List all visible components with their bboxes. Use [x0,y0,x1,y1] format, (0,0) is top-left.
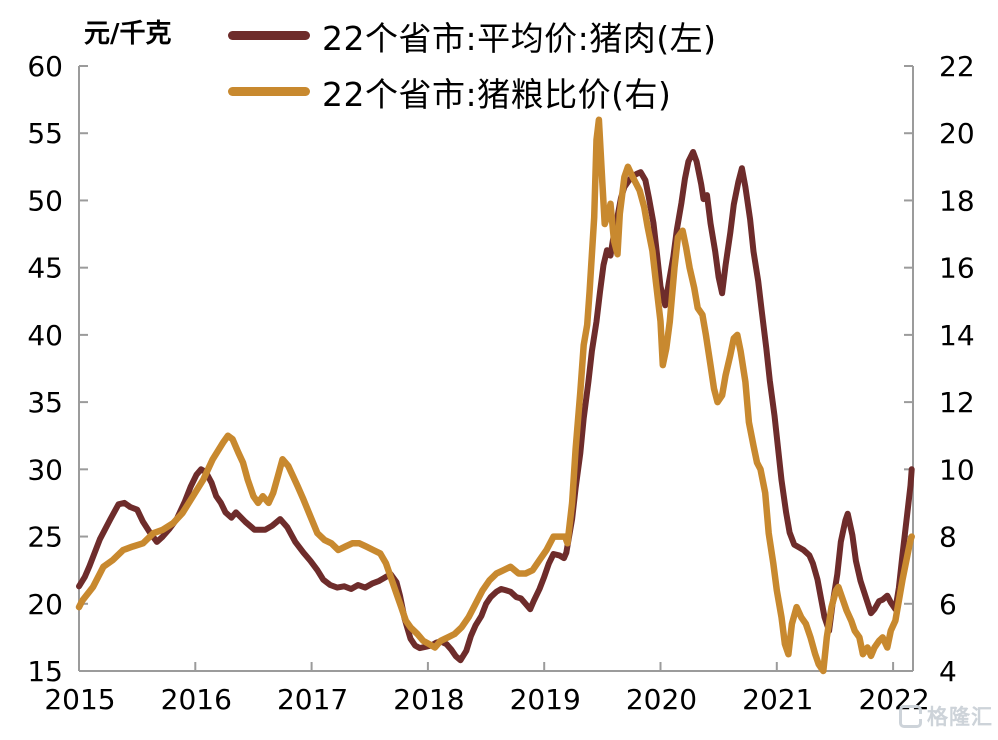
y-right-tick-label: 22 [939,50,975,83]
x-axis-tick-label: 2020 [626,683,697,716]
legend-item-pig-grain-ratio: 22个省市:猪粮比价(右) [228,68,716,115]
legend-swatch-pig-grain-ratio-line [228,87,310,96]
y-left-tick-label: 45 [27,252,63,285]
y-left-tick-label: 40 [27,319,63,352]
legend: 22个省市:平均价:猪肉(左) 22个省市:猪粮比价(右) [228,12,716,124]
y-left-tick-label: 25 [27,521,63,554]
y-right-tick-label: 14 [939,319,975,352]
legend-swatch-pork-price-line [228,31,310,40]
x-axis-tick-label: 2018 [393,683,464,716]
gelonghui-logo-icon [899,704,922,728]
gelonghui-watermark: 格隆汇 [899,701,993,731]
y-left-tick-label: 15 [27,655,63,688]
pig-grain-ratio-line [75,116,915,675]
gelonghui-watermark-text: 格隆汇 [927,705,993,729]
y-left-tick-label: 50 [27,184,63,217]
x-axis-tick-label: 2021 [742,683,813,716]
x-axis-tick-label: 2016 [161,683,232,716]
x-axis-tick-label: 2019 [510,683,581,716]
x-axis-tick-label: 2015 [44,683,115,716]
y-left-tick-label: 20 [27,588,63,621]
x-axis-tick-label: 2017 [277,683,348,716]
pork-price-line [76,149,915,664]
y-right-tick-label: 4 [939,655,957,688]
left-axis-unit-label: 元/千克 [84,19,172,49]
y-right-tick-label: 6 [939,588,957,621]
y-right-tick-label: 20 [939,117,975,150]
y-right-tick-label: 18 [939,184,975,217]
y-left-tick-label: 55 [27,117,63,150]
y-left-tick-label: 60 [27,50,63,83]
y-right-tick-label: 8 [939,521,957,554]
x-axis-tick-label: 2022 [858,683,929,716]
y-right-tick-label: 16 [939,252,975,285]
legend-label-pig-grain-ratio: 22个省市:猪粮比价(右) [322,74,672,114]
legend-label-pork-price: 22个省市:平均价:猪肉(左) [322,18,717,58]
y-left-tick-label: 30 [27,453,63,486]
y-left-tick-label: 35 [27,386,63,419]
y-right-tick-label: 10 [939,453,975,486]
legend-item-pork-price: 22个省市:平均价:猪肉(左) [228,12,716,59]
y-right-tick-label: 12 [939,386,975,419]
